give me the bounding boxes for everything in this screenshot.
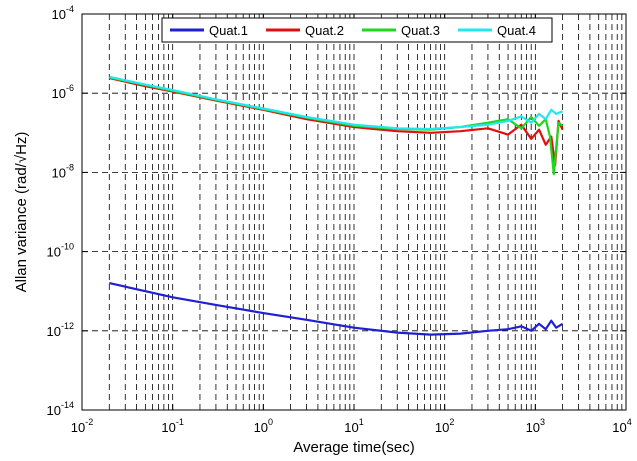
series-line-quat-4	[109, 75, 564, 131]
x-tick-label: 103	[526, 417, 545, 435]
x-tick-label: 104	[612, 417, 631, 435]
y-tick-label: 10-4	[52, 4, 74, 22]
tick-labels: 10-2 10-1 100 101 102 103 104 10-14 10-12 10-10 10…	[47, 4, 632, 435]
x-tick-label: 102	[435, 417, 454, 435]
y-tick-label: 10-10	[47, 242, 74, 260]
y-tick-label: 10-12	[47, 321, 74, 339]
series-layer	[109, 75, 564, 336]
x-axis-label: Average time(sec)	[293, 439, 414, 456]
y-tick-label: 10-14	[47, 400, 74, 418]
y-tick-label: 10-6	[52, 83, 74, 101]
legend-label: Quat.3	[401, 23, 440, 38]
legend-label: Quat.1	[209, 23, 248, 38]
x-tick-label: 10-1	[161, 417, 183, 435]
x-tick-label: 10-2	[71, 417, 93, 435]
y-axis-label: Allan variance (rad/√Hz)	[13, 132, 30, 293]
grid-lines	[82, 14, 626, 410]
series-line-quat-1	[109, 282, 564, 336]
legend-label: Quat.2	[305, 23, 344, 38]
x-tick-label: 100	[254, 417, 273, 435]
legend-label: Quat.4	[497, 23, 536, 38]
legend: Quat.1 Quat.2 Quat.3 Quat.4	[161, 17, 553, 43]
x-tick-label: 101	[344, 417, 363, 435]
y-tick-label: 10-8	[52, 162, 74, 180]
